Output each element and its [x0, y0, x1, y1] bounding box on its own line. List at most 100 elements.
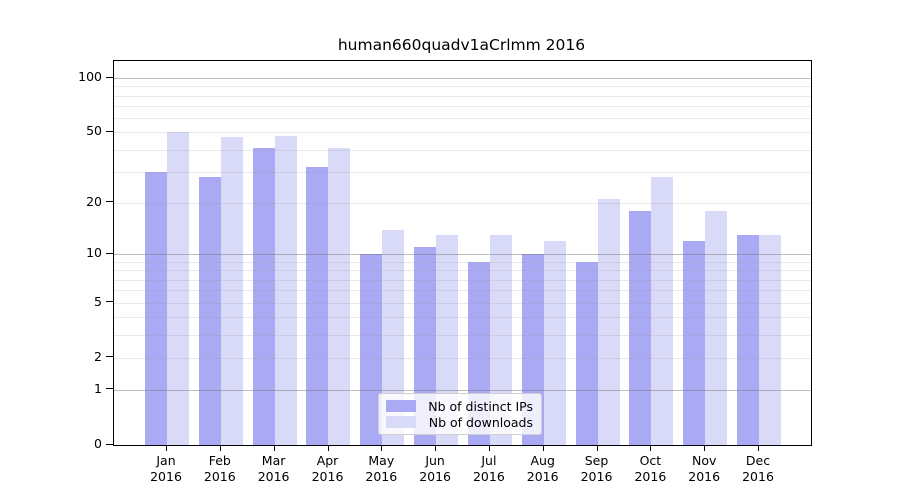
x-tick-label-year: 2016: [580, 469, 613, 484]
legend-label-distinct-ips: Nb of distinct IPs: [428, 398, 533, 414]
x-tick: [650, 445, 652, 451]
bar-distinct-ips: [252, 147, 275, 445]
x-tick-label-year: 2016: [472, 469, 505, 484]
bar-downloads: [705, 210, 728, 445]
x-tick-label: Sep 2016: [567, 453, 627, 485]
bar-distinct-ips: [683, 241, 706, 445]
gridline-minor: [114, 334, 811, 336]
x-tick-label-year: 2016: [365, 469, 398, 484]
bar-distinct-ips: [145, 171, 167, 445]
x-tick-label: Mar 2016: [244, 453, 304, 485]
x-tick-label-month: Jun: [425, 453, 445, 468]
gridline-major: [114, 254, 811, 256]
bar-distinct-ips: [575, 261, 598, 445]
x-tick-label-month: Mar: [261, 453, 286, 468]
y-tick-label: 20: [86, 193, 102, 209]
y-tick-label: 5: [94, 293, 102, 309]
bar-downloads: [382, 229, 405, 445]
x-tick: [327, 445, 329, 451]
y-tick: [106, 76, 113, 78]
x-tick-label-year: 2016: [634, 469, 667, 484]
x-tick-label: Apr 2016: [298, 453, 358, 485]
bar-distinct-ips: [629, 210, 652, 445]
bar-downloads: [543, 241, 566, 445]
bar-downloads: [274, 135, 297, 445]
x-tick-label-year: 2016: [203, 469, 236, 484]
y-tick-label: 0: [94, 436, 102, 451]
legend-swatch-distinct-ips: [386, 400, 416, 412]
x-tick-label: Feb 2016: [190, 453, 250, 485]
x-tick: [488, 445, 490, 451]
gridline-minor: [114, 357, 811, 359]
x-tick-label-year: 2016: [257, 469, 290, 484]
legend-label-downloads: Nb of downloads: [428, 414, 533, 430]
gridline-minor: [114, 86, 811, 88]
gridline-minor: [114, 317, 811, 318]
bars-layer: [114, 61, 811, 445]
bar-downloads: [328, 147, 351, 445]
bar-distinct-ips: [198, 177, 221, 445]
y-tick-label: 100: [78, 69, 102, 84]
x-tick-label-year: 2016: [742, 469, 774, 484]
bar-downloads: [651, 177, 674, 445]
chart-title: human660quadv1aCrlmm 2016: [337, 36, 586, 54]
legend-row-distinct-ips: Nb of distinct IPs: [386, 399, 533, 414]
x-tick-label-year: 2016: [150, 469, 182, 484]
x-tick-label-month: Sep: [584, 453, 609, 468]
x-tick-label: Oct 2016: [620, 453, 680, 485]
gridline-minor: [114, 279, 811, 281]
x-tick-label-month: Aug: [530, 453, 555, 468]
x-tick-label: Aug 2016: [513, 453, 573, 485]
y-tick-label: 10: [86, 245, 102, 261]
legend: Nb of distinct IPs Nb of downloads: [378, 393, 542, 435]
x-tick-label-year: 2016: [526, 469, 559, 484]
gridline-minor: [114, 118, 811, 120]
x-tick-label-month: Apr: [316, 453, 339, 468]
y-tick: [106, 252, 113, 254]
x-tick-label-year: 2016: [688, 469, 721, 484]
x-tick-label-month: Jan: [156, 453, 176, 468]
x-tick: [542, 445, 544, 451]
gridline-minor: [114, 302, 811, 304]
bar-distinct-ips: [360, 254, 383, 445]
bar-distinct-ips: [737, 235, 759, 445]
y-tick: [106, 130, 113, 132]
x-tick-label-month: Oct: [639, 453, 662, 468]
bar-downloads: [759, 235, 781, 445]
gridline-minor: [114, 270, 811, 272]
bar-downloads: [597, 199, 620, 445]
gridline-minor: [114, 149, 811, 151]
x-tick-label: Jan 2016: [136, 453, 196, 485]
x-tick: [596, 445, 598, 451]
x-tick: [758, 445, 759, 451]
x-tick: [166, 445, 167, 451]
bar-downloads: [220, 137, 243, 445]
bar-distinct-ips: [306, 166, 329, 445]
gridline-major: [114, 389, 811, 391]
x-tick-label-month: Dec: [745, 453, 771, 468]
gridline-minor: [114, 106, 811, 107]
y-tick-label: 2: [94, 348, 102, 364]
gridline-minor: [114, 132, 811, 134]
x-tick: [219, 445, 221, 451]
y-tick: [106, 301, 113, 302]
x-tick-label-month: May: [368, 453, 395, 468]
y-tick-label: 50: [86, 123, 102, 139]
x-tick: [381, 445, 383, 451]
gridline-minor: [114, 95, 811, 97]
legend-row-downloads: Nb of downloads: [386, 415, 533, 430]
x-tick: [435, 445, 437, 451]
plot-area: [113, 60, 812, 446]
y-tick: [106, 201, 113, 203]
y-tick: [106, 388, 113, 390]
x-tick-label: Jul 2016: [459, 453, 519, 485]
gridline-minor: [114, 171, 811, 173]
x-tick-label-month: Jul: [481, 453, 497, 468]
x-tick-label: Dec 2016: [728, 453, 788, 485]
x-tick-label: Jun 2016: [405, 453, 465, 485]
x-tick-label: May 2016: [351, 453, 411, 485]
bar-downloads: [436, 235, 459, 445]
gridline-major: [114, 78, 811, 79]
